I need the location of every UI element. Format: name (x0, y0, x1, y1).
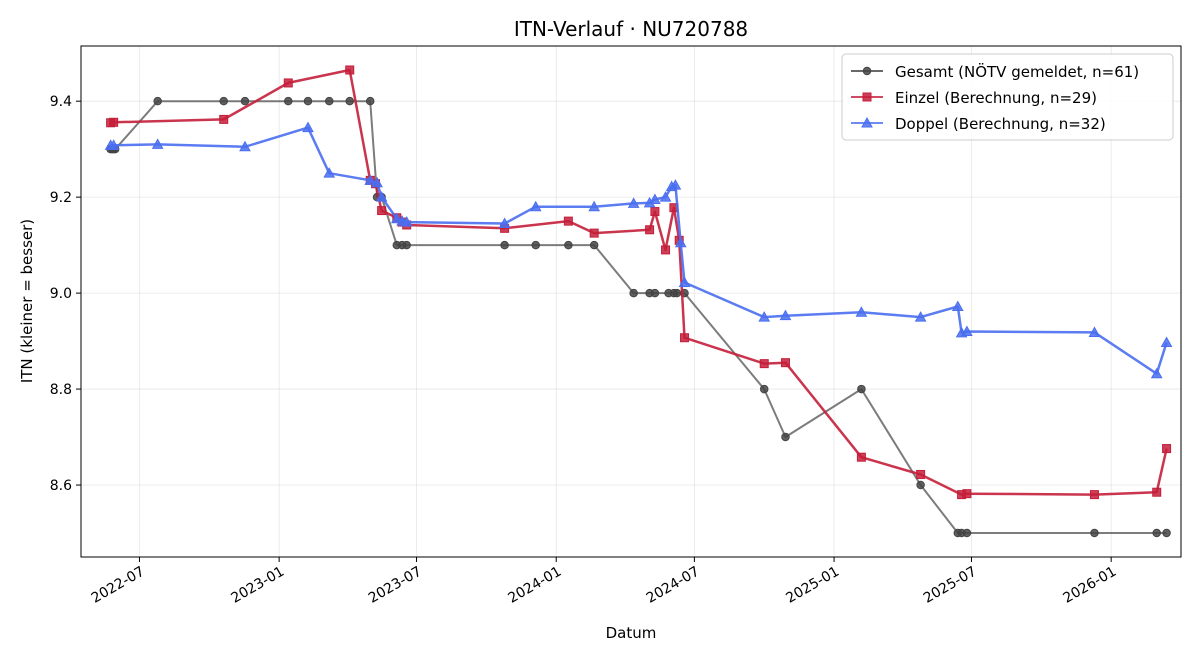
data-point (861, 116, 873, 128)
legend-label: Einzel (Berechnung, n=29) (895, 89, 1097, 107)
data-point (563, 216, 573, 226)
data-point (962, 528, 972, 538)
y-axis-label: ITN (kleiner = besser) (18, 219, 36, 383)
data-point (1160, 336, 1173, 348)
data-point (323, 167, 336, 178)
data-point (365, 96, 375, 106)
y-tick-label: 8.6 (50, 478, 72, 494)
data-point (627, 197, 640, 208)
data-point (153, 96, 162, 106)
data-point (151, 138, 164, 149)
data-point (674, 236, 687, 248)
data-point (649, 193, 661, 205)
series-1 (106, 96, 1171, 538)
y-tick-label: 8.8 (50, 382, 72, 398)
data-point (239, 140, 251, 152)
data-point (669, 179, 682, 190)
data-point (371, 176, 383, 188)
data-point (779, 309, 792, 321)
data-point (302, 121, 314, 133)
legend-box (841, 53, 1174, 141)
series-3 (104, 121, 1173, 379)
data-point (781, 432, 790, 442)
legend-item: Gesamt (NÖTV gemeldet, n=61) (851, 62, 1139, 81)
chart-title: ITN-Verlauf · NU720788 (514, 17, 748, 41)
data-point (364, 174, 377, 185)
data-point (402, 240, 411, 250)
data-point (758, 311, 771, 322)
data-point (678, 276, 691, 288)
data-point (1089, 490, 1099, 500)
data-point (400, 216, 413, 227)
data-point (324, 96, 334, 106)
data-point (650, 207, 660, 217)
y-tick-label: 9.4 (50, 94, 72, 110)
data-point (856, 452, 866, 462)
data-point (107, 139, 120, 150)
data-point (498, 217, 511, 229)
series-line (110, 100, 1167, 534)
data-point (1088, 326, 1101, 337)
data-point (109, 117, 119, 127)
data-point (659, 191, 672, 202)
legend-label: Doppel (Berechnung, n=32) (895, 115, 1106, 133)
legend-label: Gesamt (NÖTV gemeldet, n=61) (895, 62, 1139, 81)
data-point (645, 225, 655, 235)
data-point (680, 333, 690, 343)
plot-frame (80, 45, 1182, 558)
data-point (529, 200, 542, 212)
y-tick-label: 9.2 (50, 190, 72, 206)
data-point (1162, 528, 1171, 538)
data-point (531, 240, 540, 250)
data-point (629, 288, 638, 298)
data-point (759, 384, 769, 394)
data-point (914, 311, 927, 322)
data-point (661, 245, 671, 255)
data-point (303, 96, 313, 106)
legend-item: Einzel (Berechnung, n=29) (851, 89, 1097, 107)
x-axis-label: Datum (606, 624, 657, 642)
legend: Gesamt (NÖTV gemeldet, n=61) Einzel (Bere… (841, 53, 1174, 141)
data-point (589, 240, 599, 250)
data-point (345, 65, 355, 75)
data-point (862, 92, 872, 102)
data-point (916, 469, 926, 479)
data-point (1162, 444, 1172, 454)
data-point (951, 300, 964, 312)
data-point (1152, 487, 1162, 497)
data-point (780, 358, 790, 368)
data-point (857, 384, 866, 394)
data-point (1090, 528, 1099, 538)
y-axis: 8.6 8.8 9.0 9.2 9.4 (50, 94, 81, 494)
data-point (588, 200, 601, 212)
data-point (1152, 528, 1161, 538)
data-point (855, 306, 868, 317)
data-point (961, 325, 973, 336)
data-point (283, 96, 293, 106)
data-point (650, 288, 660, 298)
data-point (672, 288, 682, 298)
series-layer (104, 65, 1173, 538)
data-point (219, 96, 228, 106)
data-point (759, 359, 769, 369)
data-point (240, 96, 250, 106)
data-point (564, 240, 573, 250)
data-point (916, 480, 925, 490)
data-point (377, 206, 387, 216)
data-point (589, 228, 599, 238)
data-point (375, 191, 388, 202)
data-point (500, 240, 509, 250)
data-point (962, 489, 972, 499)
data-point (1150, 367, 1163, 379)
data-point (219, 114, 229, 124)
data-point (345, 96, 354, 106)
data-point (283, 78, 293, 88)
y-tick-label: 9.0 (50, 286, 72, 302)
data-point (862, 66, 872, 76)
legend-item: Doppel (Berechnung, n=32) (851, 115, 1106, 133)
